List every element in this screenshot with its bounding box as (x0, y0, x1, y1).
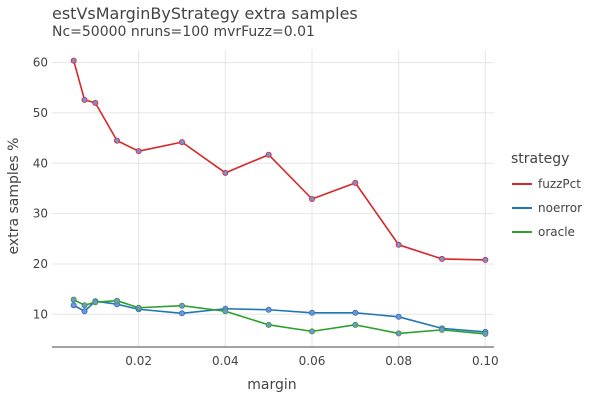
data-point-oracle (114, 297, 121, 304)
x-tick-label: 0.06 (299, 354, 326, 368)
data-point-fuzzPct (352, 179, 359, 186)
y-axis-title: extra samples % (6, 138, 22, 255)
legend-title: strategy (511, 151, 569, 167)
y-tick-label: 60 (33, 56, 48, 70)
data-point-oracle (81, 302, 88, 309)
chart-title: estVsMarginByStrategy extra samples (52, 4, 358, 23)
y-tick-label: 20 (33, 257, 48, 271)
data-point-fuzzPct (265, 151, 272, 158)
data-point-fuzzPct (395, 241, 402, 248)
data-point-noerror (265, 306, 272, 313)
data-point-noerror (178, 310, 185, 317)
y-tick-label: 30 (33, 207, 48, 221)
tick-labels: 10 20 30 40 50 60 0.02 0.04 0.06 0.08 0.10 (33, 56, 499, 368)
series-line-oracle (73, 298, 486, 335)
y-tick-label: 40 (33, 156, 48, 170)
data-point-oracle (438, 326, 445, 333)
data-point-oracle (352, 321, 359, 328)
data-point-oracle (308, 328, 315, 335)
x-tick-label: 0.08 (385, 354, 412, 368)
data-point-fuzzPct (92, 99, 99, 106)
y-tick-label: 10 (33, 307, 48, 321)
data-point-oracle (482, 330, 489, 337)
data-point-fuzzPct (178, 139, 185, 146)
data-point-oracle (92, 299, 99, 306)
data-point-oracle (395, 330, 402, 337)
data-point-oracle (222, 308, 229, 315)
x-tick-label: 0.02 (125, 354, 152, 368)
x-tick-label: 0.10 (472, 354, 499, 368)
y-tick-label: 50 (33, 106, 48, 120)
legend-items: fuzzPct noerror oracle (512, 177, 582, 239)
data-point-fuzzPct (222, 169, 229, 176)
chart-subtitle: Nc=50000 nruns=100 mvrFuzz=0.01 (52, 24, 315, 40)
data-points (70, 57, 489, 337)
legend-label-noerror: noerror (538, 201, 582, 215)
legend-label-oracle: oracle (538, 225, 575, 239)
data-point-noerror (308, 309, 315, 316)
data-point-oracle (265, 321, 272, 328)
data-point-noerror (81, 308, 88, 315)
data-point-oracle (135, 304, 142, 311)
series-line-fuzzPct (72, 60, 486, 261)
data-point-noerror (352, 309, 359, 316)
x-axis-title: margin (247, 377, 296, 393)
data-point-fuzzPct (135, 148, 142, 155)
data-point-fuzzPct (114, 137, 121, 144)
data-point-fuzzPct (81, 96, 88, 103)
legend-label-fuzzPct: fuzzPct (538, 177, 581, 191)
legend: strategy fuzzPct noerror oracle (511, 151, 582, 239)
data-point-noerror (395, 313, 402, 320)
data-point-oracle (178, 302, 185, 309)
data-point-noerror (70, 302, 77, 309)
x-tick-label: 0.04 (212, 354, 239, 368)
data-point-fuzzPct (482, 256, 489, 263)
data-point-fuzzPct (308, 196, 315, 203)
data-point-fuzzPct (70, 57, 77, 64)
series-lines (72, 60, 486, 335)
data-point-fuzzPct (438, 255, 445, 262)
data-point-oracle (70, 296, 77, 303)
